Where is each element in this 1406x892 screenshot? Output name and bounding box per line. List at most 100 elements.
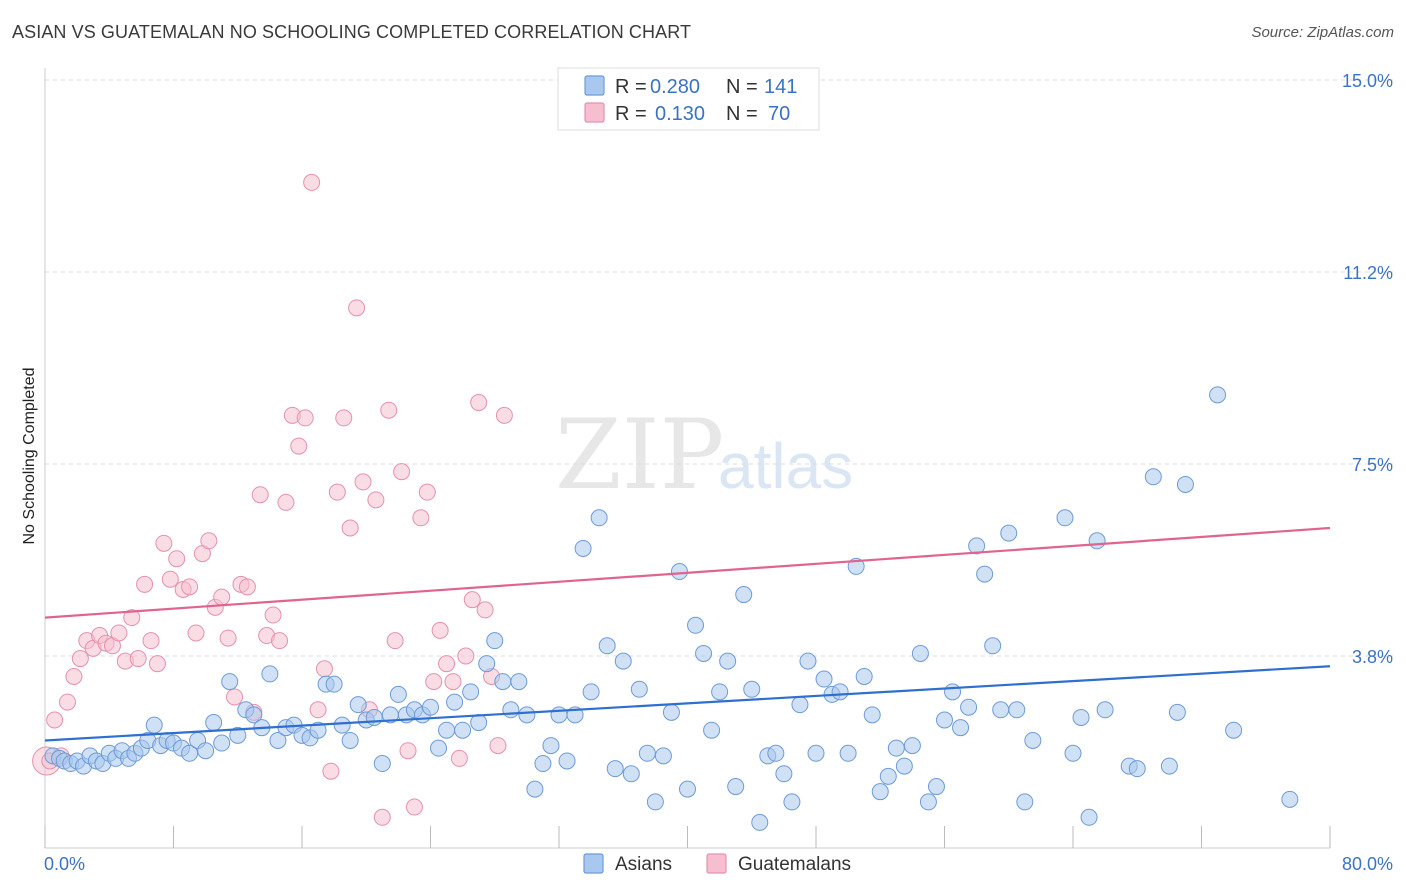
asians-point-58: [478, 655, 496, 673]
asians-point-102: [831, 683, 849, 701]
guatemalans-point-3: [58, 693, 76, 711]
asians-point-109: [887, 739, 905, 757]
bottom-legend-swatch-asians: [583, 853, 604, 874]
legend-box: R = 0.280 N = 141 R = 0.130 N = 70: [557, 67, 820, 131]
asians-point-84: [687, 616, 705, 634]
bottom-legend: Asians Guatemalans: [583, 853, 851, 875]
legend-r-label-1: R =: [615, 76, 647, 98]
asians-point-98: [799, 652, 817, 670]
asians-point-135: [1144, 468, 1162, 486]
guatemalans-point-59: [418, 483, 436, 501]
asians-point-103: [839, 744, 857, 762]
guatemalans-point-18: [155, 534, 173, 552]
y-tick-label-2: 11.2%: [1343, 263, 1393, 283]
trend-lines: [44, 526, 1331, 742]
asians-point-68: [558, 752, 576, 770]
watermark-atlas: atlas: [718, 430, 853, 502]
guatemalans-point-19: [161, 570, 179, 588]
guatemalans-point-42: [309, 701, 327, 719]
asians-point-74: [606, 760, 624, 778]
asians-point-120: [976, 565, 994, 583]
bottom-legend-swatch-guatemalans: [706, 853, 727, 874]
asians-point-107: [871, 783, 889, 801]
asians-point-16: [145, 716, 163, 734]
asians-point-112: [911, 644, 929, 662]
asians-point-136: [1160, 757, 1178, 775]
asians-point-81: [662, 703, 680, 721]
bottom-legend-guatemalans: Guatemalans: [738, 854, 851, 875]
asians-point-108: [879, 767, 897, 785]
asians-point-55: [454, 721, 472, 739]
guatemalans-point-37: [277, 493, 295, 511]
guatemalans-point-43: [315, 660, 333, 678]
asians-point-100: [815, 670, 833, 688]
guatemalans-point-27: [213, 588, 231, 606]
guatemalans-point-23: [187, 624, 205, 642]
asians-point-65: [534, 755, 552, 773]
guatemalans-point-35: [264, 606, 282, 624]
asians-point-141: [1281, 790, 1299, 808]
asians-point-90: [735, 586, 753, 604]
asians-point-39: [325, 675, 343, 693]
asians-point-23: [197, 742, 215, 760]
guatemalans-point-49: [354, 473, 372, 491]
guatemalans-point-53: [380, 401, 398, 419]
asians-point-45: [373, 755, 391, 773]
asians-point-130: [1080, 808, 1098, 826]
asians-point-119: [968, 537, 986, 555]
asians-point-82: [670, 563, 688, 581]
guatemalans-point-52: [373, 808, 391, 826]
legend-r-value-1: 0.280: [650, 76, 700, 98]
asians-point-41: [341, 731, 359, 749]
asians-point-32: [269, 731, 287, 749]
guatemalans-point-71: [495, 406, 513, 424]
guatemalans-point-13: [123, 609, 141, 627]
asians-point-56: [462, 683, 480, 701]
guatemalans-point-68: [476, 601, 494, 619]
x-tick-label-0: 0.0%: [44, 854, 85, 874]
asians-point-122: [992, 701, 1010, 719]
asians-point-138: [1176, 475, 1194, 493]
guatemalans-point-61: [431, 621, 449, 639]
asians-point-115: [936, 711, 953, 729]
asians-point-77: [630, 680, 648, 698]
guatemalans-point-28: [219, 629, 237, 647]
asians-trend-line: [44, 665, 1331, 742]
guatemalans-point-22: [181, 578, 199, 596]
guatemalans-point-70: [489, 737, 507, 755]
chart-title: ASIAN VS GUATEMALAN NO SCHOOLING COMPLET…: [12, 22, 692, 42]
guatemalans-point-60: [425, 673, 443, 691]
asians-point-110: [895, 757, 913, 775]
asians-point-73: [598, 637, 616, 655]
asians-point-83: [679, 780, 696, 798]
x-tick-label-1: 80.0%: [1342, 854, 1393, 874]
legend-r-label-2: R =: [615, 103, 647, 125]
asians-point-123: [1000, 524, 1018, 542]
watermark-zip: ZIP: [555, 399, 724, 511]
asians-point-76: [622, 765, 640, 783]
asians-point-27: [229, 726, 247, 744]
guatemalans-point-4: [65, 667, 83, 685]
guatemalans-point-1: [46, 711, 64, 729]
asians-point-63: [518, 706, 536, 724]
legend-n-label-2: N =: [726, 103, 758, 125]
asians-point-126: [1024, 731, 1042, 749]
guatemalans-point-63: [444, 673, 462, 691]
asians-point-134: [1128, 760, 1146, 778]
asians-point-114: [927, 778, 945, 796]
asians-point-96: [783, 793, 801, 811]
source-label: Source: ZipAtlas.com: [1251, 24, 1394, 41]
asians-point-124: [1008, 701, 1026, 719]
asians-point-92: [751, 813, 769, 831]
guatemalans-point-17: [148, 655, 166, 673]
guatemalans-point-11: [110, 624, 128, 642]
asians-point-78: [638, 744, 656, 762]
asians-point-131: [1088, 532, 1106, 550]
asians-point-129: [1072, 708, 1090, 726]
asians-point-137: [1168, 703, 1186, 721]
y-tick-label-3: 15.0%: [1342, 71, 1393, 91]
asians-point-51: [422, 698, 439, 716]
asians-point-88: [719, 652, 737, 670]
guatemalans-point-55: [393, 463, 411, 481]
asians-points: [44, 386, 1299, 831]
